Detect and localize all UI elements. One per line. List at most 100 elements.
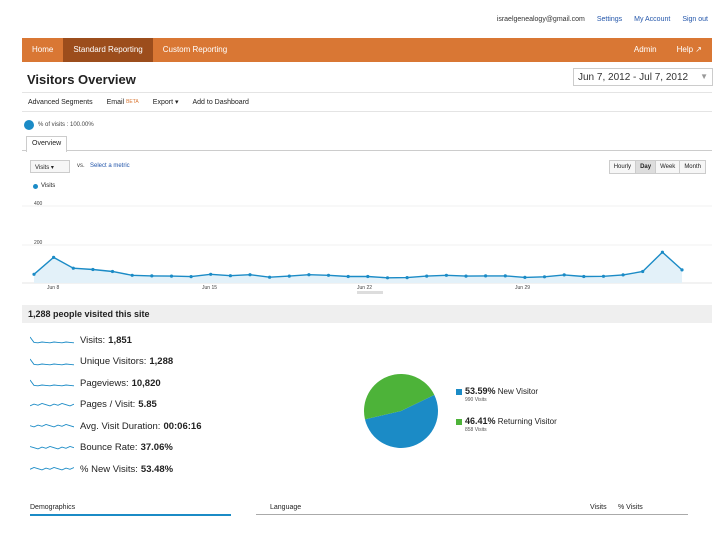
beta-badge: BETA [126, 98, 139, 105]
granularity-hourly[interactable]: Hourly [609, 161, 637, 173]
metric-row[interactable]: Bounce Rate: 37.06% [30, 441, 173, 455]
metric-sparkline [30, 379, 74, 387]
visits-point[interactable] [444, 273, 448, 277]
segment-indicator: % of visits : 100.00% [24, 120, 94, 130]
visits-point[interactable] [32, 272, 36, 276]
vs-label: vs. [77, 163, 85, 169]
visits-point[interactable] [503, 274, 507, 278]
visits-point[interactable] [621, 273, 625, 277]
chevron-down-icon: ▼ [700, 72, 708, 81]
visits-point[interactable] [209, 272, 213, 276]
visits-point[interactable] [248, 273, 252, 277]
advanced-segments-button[interactable]: Advanced Segments [28, 98, 93, 106]
granularity-week[interactable]: Week [656, 161, 681, 173]
visits-point[interactable] [582, 274, 586, 279]
metric-value: 5.85 [138, 399, 157, 410]
metric-label: Pages / Visit: [80, 399, 136, 410]
visits-point[interactable] [523, 275, 527, 279]
chart-resize-handle[interactable] [357, 291, 383, 294]
returning-visitor-swatch [456, 418, 462, 425]
export-button[interactable]: Export ▾ [153, 98, 179, 106]
summary-headline: 1,288 people visited this site [22, 305, 712, 323]
metric-value: 37.06% [140, 442, 173, 453]
language-heading: Language [270, 504, 302, 511]
metric-row[interactable]: Avg. Visit Duration: 00:06:16 [30, 419, 201, 433]
metric-label: Visits: [80, 334, 106, 346]
visits-point[interactable] [425, 274, 429, 278]
my-account-link[interactable]: My Account [634, 16, 671, 23]
y-tick-200: 200 [34, 240, 43, 246]
segment-pie-icon [24, 120, 34, 130]
bottom-tables-header: Demographics Language Visits % Visits [22, 500, 712, 516]
report-toolbar: Advanced Segments Email BETA Export ▾ Ad… [22, 92, 712, 112]
nav-help[interactable]: Help ↗ [667, 38, 712, 62]
nav-custom-reporting[interactable]: Custom Reporting [162, 45, 228, 54]
visitor-type-pie [363, 373, 438, 448]
select-metric-link[interactable]: Select a metric [90, 163, 130, 169]
metric-sparkline [30, 445, 74, 449]
metric-row[interactable]: Unique Visitors: 1,288 [30, 355, 173, 369]
chevron-down-icon: ▾ [50, 165, 54, 171]
visits-point[interactable] [52, 255, 56, 259]
metric-row[interactable]: Pageviews: 10,820 [30, 376, 161, 390]
x-tick-jun29: Jun 29 [515, 285, 530, 291]
metric-label: Unique Visitors: [80, 356, 147, 367]
visits-point[interactable] [346, 274, 350, 279]
visits-point[interactable] [385, 276, 390, 280]
granularity-day[interactable]: Day [636, 161, 657, 173]
visits-point[interactable] [484, 274, 488, 278]
metric-label: % New Visits: [80, 463, 138, 475]
returning-visitor-sub: 858 Visits [465, 427, 487, 433]
visits-column-heading: Visits [590, 504, 607, 511]
page-title: Visitors Overview [27, 72, 136, 87]
visits-point[interactable] [130, 273, 134, 277]
tab-overview[interactable]: Overview [26, 136, 68, 152]
email-button[interactable]: Email BETA [107, 99, 139, 106]
visits-point[interactable] [366, 274, 370, 279]
nav-standard-reporting[interactable]: Standard Reporting [63, 38, 153, 62]
visits-point[interactable] [326, 273, 331, 277]
metric-label: Avg. Visit Duration: [80, 420, 161, 432]
visits-point[interactable] [307, 273, 311, 277]
metric-row[interactable]: Visits: 1,851 [30, 333, 132, 347]
visits-point[interactable] [464, 274, 468, 278]
metric-row[interactable]: Pages / Visit: 5.85 [30, 398, 157, 412]
nav-home[interactable]: Home [32, 45, 54, 54]
x-tick-jun15: Jun 15 [202, 285, 217, 291]
pie-slice-returning-visitor [363, 373, 435, 420]
visits-point[interactable] [150, 274, 154, 278]
add-to-dashboard-button[interactable]: Add to Dashboard [192, 98, 249, 106]
pct-visits-column-heading: % Visits [618, 504, 643, 511]
returning-visitor-pct: 46.41% [465, 416, 496, 426]
nav-help-label: Help [676, 45, 694, 54]
legend-label: Visits [41, 183, 56, 189]
x-tick-jun8: Jun 8 [47, 285, 59, 291]
granularity-month[interactable]: Month [680, 161, 705, 173]
visits-point[interactable] [562, 273, 566, 277]
visits-point[interactable] [405, 276, 409, 280]
nav-admin[interactable]: Admin [633, 45, 657, 54]
metric-label: Bounce Rate: [80, 442, 138, 453]
tab-row: Overview [22, 135, 712, 152]
segment-label: % of visits : 100.00% [38, 122, 94, 128]
metric-sparkline [30, 358, 74, 365]
visits-point[interactable] [542, 275, 547, 279]
visits-point[interactable] [110, 269, 115, 274]
metric-row[interactable]: % New Visits: 53.48% [30, 462, 173, 476]
visits-point[interactable] [189, 275, 193, 279]
metric-dropdown[interactable]: Visits ▾ [30, 160, 70, 173]
visits-point[interactable] [641, 269, 645, 274]
visits-point[interactable] [169, 274, 174, 278]
settings-link[interactable]: Settings [596, 16, 623, 23]
visits-point[interactable] [680, 268, 684, 272]
sign-out-link[interactable]: Sign out [682, 16, 708, 23]
visits-point[interactable] [287, 274, 291, 278]
visits-point[interactable] [228, 274, 232, 278]
visits-point[interactable] [268, 275, 272, 279]
visits-point[interactable] [71, 266, 75, 270]
metric-sparkline [30, 336, 74, 344]
date-range-picker[interactable]: Jun 7, 2012 - Jul 7, 2012 ▼ [573, 68, 713, 86]
visits-point[interactable] [91, 267, 95, 272]
visits-point[interactable] [660, 250, 665, 254]
visits-point[interactable] [601, 274, 606, 278]
